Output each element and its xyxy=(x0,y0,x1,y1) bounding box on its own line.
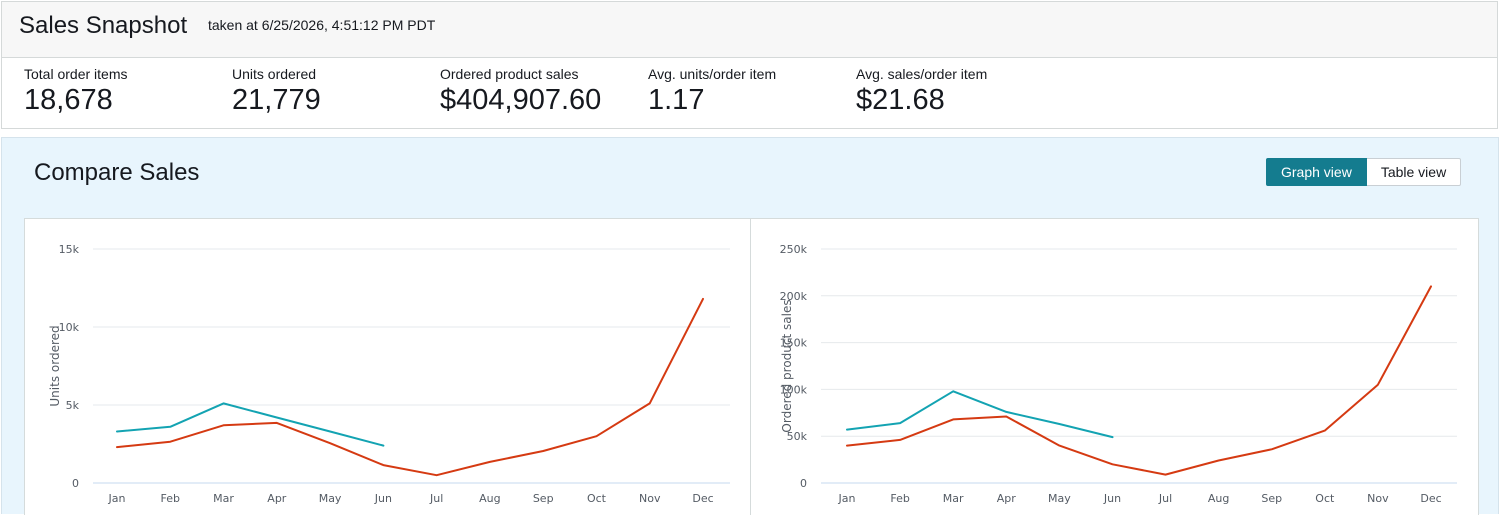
metric-value: $404,907.60 xyxy=(440,84,602,116)
x-tick-label: Sep xyxy=(533,492,554,505)
metric-label: Units ordered xyxy=(232,66,317,82)
x-tick-label: Oct xyxy=(587,492,607,505)
metric-label: Total order items xyxy=(24,66,128,82)
x-tick-label: Aug xyxy=(1208,492,1229,505)
x-tick-label: Jul xyxy=(1158,492,1172,505)
y-axis-label: Ordered product sales xyxy=(780,299,794,432)
metric-ordered-product-sales: Ordered product sales $404,907.60 xyxy=(440,66,601,117)
ordered-product-sales-chart: 0 50k 100k 150k 200k 250k Jan Feb Mar Apr May Jun Ju… xyxy=(750,218,1479,515)
metric-value: $21.68 xyxy=(856,84,945,116)
metric-label: Avg. sales/order item xyxy=(856,66,988,82)
x-tick-label: Mar xyxy=(213,492,234,505)
metric-avg-units-per-order-item: Avg. units/order item 1.17 xyxy=(648,66,776,117)
graph-view-button[interactable]: Graph view xyxy=(1266,158,1367,186)
metric-value: 21,779 xyxy=(232,84,321,116)
x-tick-label: Mar xyxy=(943,492,964,505)
snapshot-title: Sales Snapshot xyxy=(19,12,188,39)
series-line-previous-year xyxy=(846,285,1432,476)
metric-label: Avg. units/order item xyxy=(648,66,777,82)
y-tick-label: 5k xyxy=(66,399,80,412)
y-tick-label: 0 xyxy=(72,477,79,490)
y-tick-label: 200k xyxy=(780,290,808,303)
y-tick-label: 0 xyxy=(800,477,807,490)
view-toggle: Graph view Table view xyxy=(1266,158,1462,186)
x-tick-label: Apr xyxy=(267,492,287,505)
x-tick-label: Dec xyxy=(692,492,713,505)
compare-sales-title: Compare Sales xyxy=(34,159,200,186)
y-tick-label: 15k xyxy=(59,243,80,256)
x-tick-label: Apr xyxy=(997,492,1017,505)
y-tick-label: 10k xyxy=(59,321,80,334)
x-tick-label: Jan xyxy=(108,492,126,505)
y-axis-label: Units ordered xyxy=(48,325,62,406)
x-tick-label: Nov xyxy=(639,492,661,505)
x-tick-label: Feb xyxy=(161,492,180,505)
snapshot-header: Sales Snapshot taken at 6/25/2026, 4:51:… xyxy=(2,2,1497,58)
metric-total-order-items: Total order items 18,678 xyxy=(24,66,127,117)
series-line-previous-year xyxy=(116,297,704,477)
metric-value: 1.17 xyxy=(648,84,705,116)
units-ordered-chart-svg: 0 5k 10k 15k Jan Feb Mar Apr May Jun Jul Aug Sep Oct N… xyxy=(48,243,730,505)
x-tick-label: Jul xyxy=(429,492,443,505)
metric-value: 18,678 xyxy=(24,84,113,116)
x-tick-label: Oct xyxy=(1315,492,1335,505)
x-tick-label: Sep xyxy=(1261,492,1282,505)
y-tick-label: 100k xyxy=(780,383,808,396)
x-tick-label: Jun xyxy=(374,492,392,505)
y-tick-label: 50k xyxy=(787,430,808,443)
y-tick-label: 250k xyxy=(780,243,808,256)
ordered-product-sales-chart-svg: 0 50k 100k 150k 200k 250k Jan Feb Mar Apr May Jun Ju… xyxy=(780,243,1457,505)
y-tick-label: 150k xyxy=(780,337,808,350)
x-tick-label: Feb xyxy=(890,492,909,505)
metric-label: Ordered product sales xyxy=(440,66,579,82)
x-tick-label: May xyxy=(1048,492,1071,505)
metric-avg-sales-per-order-item: Avg. sales/order item $21.68 xyxy=(856,66,987,117)
x-tick-label: Aug xyxy=(479,492,500,505)
x-tick-label: Jun xyxy=(1103,492,1121,505)
metric-units-ordered: Units ordered 21,779 xyxy=(232,66,321,117)
series-line-current-year xyxy=(116,402,385,447)
x-tick-label: Nov xyxy=(1367,492,1389,505)
snapshot-timestamp: taken at 6/25/2026, 4:51:12 PM PDT xyxy=(208,17,436,33)
compare-sales-panel: Compare Sales Graph view Table view 0 5k 1… xyxy=(1,137,1499,515)
x-tick-label: Jan xyxy=(838,492,856,505)
sales-snapshot-panel: Sales Snapshot taken at 6/25/2026, 4:51:… xyxy=(1,1,1498,129)
x-tick-label: May xyxy=(319,492,342,505)
series-line-current-year xyxy=(846,390,1114,439)
units-ordered-chart: 0 5k 10k 15k Jan Feb Mar Apr May Jun Jul Aug Sep Oct N… xyxy=(24,218,751,515)
table-view-button[interactable]: Table view xyxy=(1366,158,1462,186)
x-tick-label: Dec xyxy=(1420,492,1441,505)
